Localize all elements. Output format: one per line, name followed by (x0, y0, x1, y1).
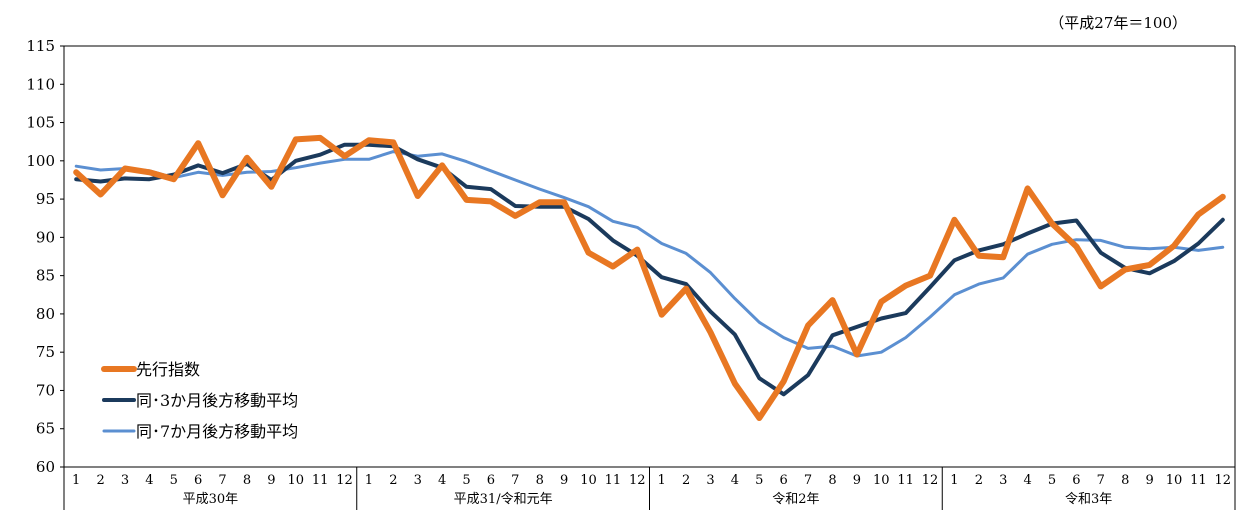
x-tick-label: 9 (1145, 473, 1153, 488)
x-tick-label: 12 (629, 473, 646, 488)
y-tick-label: 115 (26, 37, 55, 55)
y-tick-label: 110 (26, 75, 55, 93)
x-tick-label: 2 (975, 473, 983, 488)
x-tick-label: 4 (438, 473, 446, 488)
legend-label: 同･3か月後方移動平均 (136, 391, 298, 410)
legend-label: 同･7か月後方移動平均 (136, 422, 298, 441)
y-tick-label: 90 (36, 228, 55, 246)
x-tick-label: 6 (1072, 473, 1080, 488)
x-tick-label: 7 (511, 473, 519, 488)
x-tick-label: 5 (755, 473, 763, 488)
x-tick-label: 4 (731, 473, 739, 488)
x-tick-label: 10 (873, 473, 890, 488)
x-tick-label: 4 (145, 473, 153, 488)
x-tick-label: 6 (780, 473, 788, 488)
x-tick-label: 3 (999, 473, 1007, 488)
x-tick-label: 12 (922, 473, 939, 488)
x-tick-label: 11 (897, 473, 914, 488)
x-tick-label: 2 (96, 473, 104, 488)
plot-lines (73, 134, 1226, 421)
x-tick-label: 9 (267, 473, 275, 488)
x-tick-label: 1 (365, 473, 373, 488)
series-line-2 (74, 142, 1225, 397)
year-group-label: 平成31/令和元年 (454, 492, 553, 507)
y-tick-label: 75 (36, 343, 55, 361)
y-tick-label: 105 (26, 114, 55, 132)
legend-label: 先行指数 (136, 360, 200, 379)
x-tick-label: 12 (336, 473, 353, 488)
series-line-1 (73, 134, 1226, 421)
y-tick-label: 70 (36, 381, 55, 399)
x-tick-label: 12 (1215, 473, 1232, 488)
y-tick-label: 100 (26, 152, 55, 170)
x-tick-label: 7 (804, 473, 812, 488)
series-line-3 (74, 150, 1225, 358)
x-tick-label: 6 (487, 473, 495, 488)
y-tick-label: 95 (36, 190, 55, 208)
x-tick-label: 1 (658, 473, 666, 488)
x-tick-label: 5 (170, 473, 178, 488)
x-tick-label: 5 (462, 473, 470, 488)
x-tick-label: 1 (950, 473, 958, 488)
x-tick-label: 11 (1190, 473, 1207, 488)
x-tick-label: 10 (580, 473, 597, 488)
x-tick-label: 1 (72, 473, 80, 488)
x-tick-label: 2 (389, 473, 397, 488)
x-tick-label: 10 (1166, 473, 1183, 488)
y-tick-label: 85 (36, 267, 55, 285)
x-tick-label: 2 (682, 473, 690, 488)
x-tick-label: 11 (312, 473, 329, 488)
y-tick-label: 65 (36, 420, 55, 438)
year-group-label: 平成30年 (183, 492, 239, 507)
y-tick-label: 60 (36, 458, 55, 476)
x-tick-label: 4 (1023, 473, 1031, 488)
x-tick-label: 10 (287, 473, 304, 488)
x-axis: 1 2 3 4 5 6 7 8 9 10 11 12 1 2 3 4 5 6 7 8 9 10 11 12 1 2 3 4 5 6 7 8 9 1… (63, 466, 1236, 510)
x-tick-label: 7 (218, 473, 226, 488)
unit-note: （平成27年＝100） (1049, 14, 1187, 32)
year-group-label: 令和2年 (772, 492, 819, 507)
y-axis: 60 65 70 75 80 85 90 95 100 105 110 115 (26, 37, 1236, 476)
x-tick-label: 9 (560, 473, 568, 488)
x-tick-label: 5 (1048, 473, 1056, 488)
x-tick-label: 8 (243, 473, 251, 488)
x-tick-label: 6 (194, 473, 202, 488)
x-tick-label: 11 (605, 473, 622, 488)
x-tick-label: 8 (828, 473, 836, 488)
x-tick-label: 3 (121, 473, 129, 488)
x-tick-label: 7 (1097, 473, 1105, 488)
year-group-label: 令和3年 (1065, 492, 1112, 507)
x-tick-label: 3 (414, 473, 422, 488)
x-tick-label: 3 (706, 473, 714, 488)
x-tick-label: 8 (1121, 473, 1129, 488)
y-tick-label: 80 (36, 305, 55, 323)
x-tick-label: 9 (853, 473, 861, 488)
x-tick-label: 8 (536, 473, 544, 488)
